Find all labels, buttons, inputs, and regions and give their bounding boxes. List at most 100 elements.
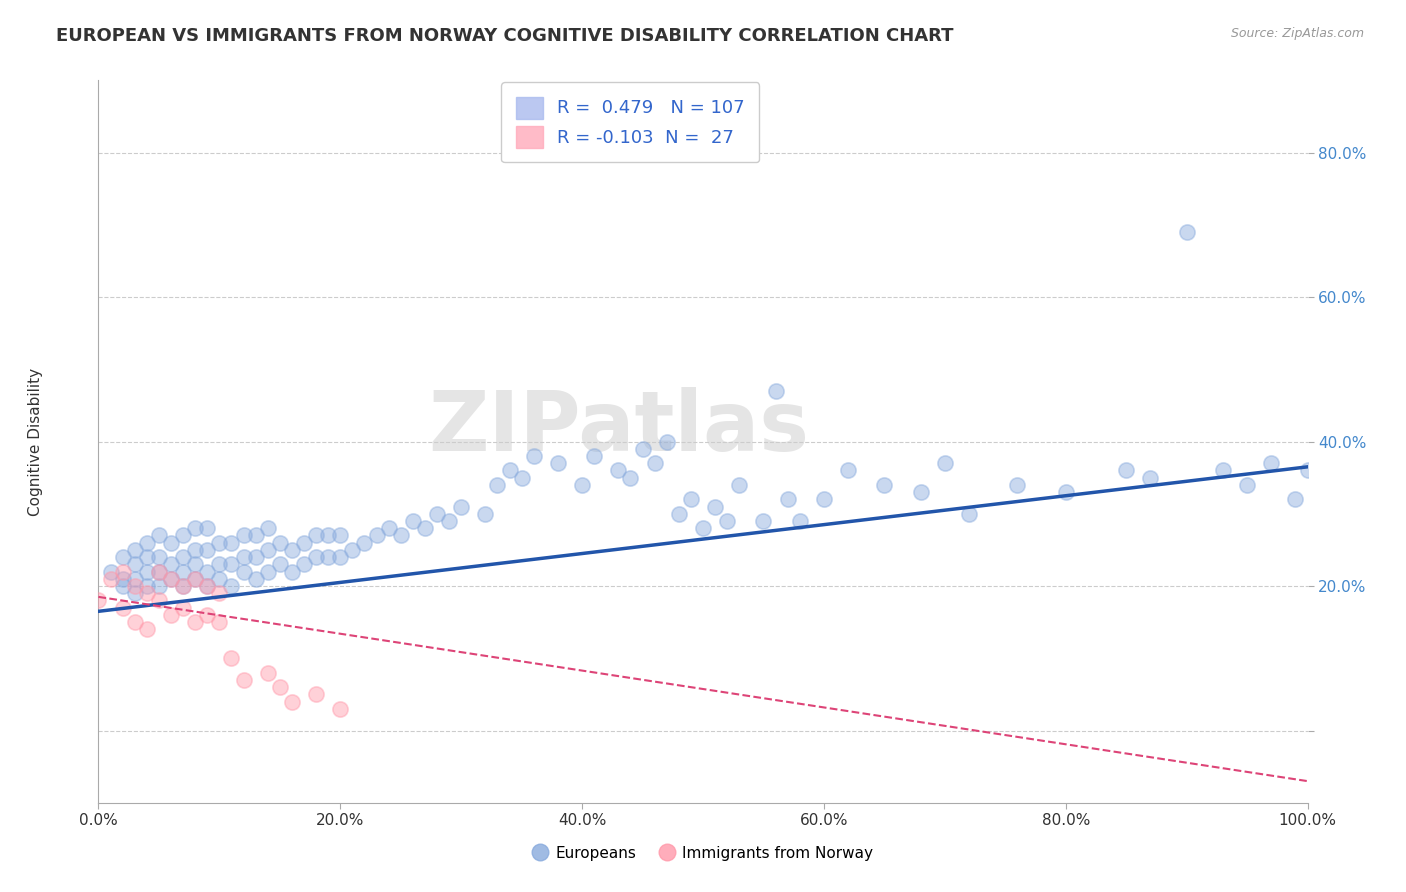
Point: [716, 514, 738, 528]
Point: [1236, 478, 1258, 492]
Point: [765, 384, 787, 398]
Point: [269, 558, 291, 572]
Point: [498, 463, 520, 477]
Point: [195, 607, 218, 622]
Point: [523, 449, 546, 463]
Point: [245, 572, 267, 586]
Point: [208, 558, 231, 572]
Point: [655, 434, 678, 449]
Point: [789, 514, 811, 528]
Point: [752, 514, 775, 528]
Point: [100, 565, 122, 579]
Point: [148, 565, 170, 579]
Point: [160, 572, 183, 586]
Point: [353, 535, 375, 549]
Point: [208, 586, 231, 600]
Point: [100, 572, 122, 586]
Point: [184, 521, 207, 535]
Point: [305, 550, 328, 565]
Text: Source: ZipAtlas.com: Source: ZipAtlas.com: [1230, 27, 1364, 40]
Point: [316, 550, 339, 565]
Point: [292, 535, 315, 549]
Point: [148, 593, 170, 607]
Point: [135, 535, 157, 549]
Point: [873, 478, 896, 492]
Point: [547, 456, 569, 470]
Point: [135, 550, 157, 565]
Point: [195, 579, 218, 593]
Point: [389, 528, 412, 542]
Point: [208, 615, 231, 630]
Point: [195, 521, 218, 535]
Point: [172, 550, 194, 565]
Point: [148, 579, 170, 593]
Text: EUROPEAN VS IMMIGRANTS FROM NORWAY COGNITIVE DISABILITY CORRELATION CHART: EUROPEAN VS IMMIGRANTS FROM NORWAY COGNI…: [56, 27, 953, 45]
Point: [256, 665, 278, 680]
Point: [1115, 463, 1137, 477]
Point: [269, 535, 291, 549]
Point: [221, 579, 243, 593]
Point: [679, 492, 702, 507]
Point: [172, 528, 194, 542]
Point: [245, 528, 267, 542]
Point: [342, 542, 364, 557]
Point: [160, 558, 183, 572]
Legend: Europeans, Immigrants from Norway: Europeans, Immigrants from Norway: [527, 840, 879, 867]
Point: [172, 579, 194, 593]
Point: [124, 542, 146, 557]
Text: ZIPatlas: ZIPatlas: [427, 386, 808, 467]
Point: [135, 586, 157, 600]
Point: [221, 535, 243, 549]
Point: [728, 478, 751, 492]
Point: [571, 478, 593, 492]
Point: [1054, 485, 1077, 500]
Point: [221, 651, 243, 665]
Point: [184, 615, 207, 630]
Point: [692, 521, 714, 535]
Point: [776, 492, 799, 507]
Point: [232, 565, 254, 579]
Point: [160, 607, 183, 622]
Point: [329, 528, 352, 542]
Point: [910, 485, 932, 500]
Point: [450, 500, 472, 514]
Point: [1175, 225, 1198, 239]
Point: [124, 558, 146, 572]
Point: [184, 542, 207, 557]
Point: [135, 565, 157, 579]
Point: [281, 542, 304, 557]
Point: [1260, 456, 1282, 470]
Point: [281, 565, 304, 579]
Point: [124, 572, 146, 586]
Point: [111, 550, 134, 565]
Point: [232, 550, 254, 565]
Point: [631, 442, 654, 456]
Point: [232, 528, 254, 542]
Point: [111, 572, 134, 586]
Point: [704, 500, 727, 514]
Point: [124, 586, 146, 600]
Point: [934, 456, 956, 470]
Point: [607, 463, 630, 477]
Point: [668, 507, 690, 521]
Point: [184, 572, 207, 586]
Point: [305, 687, 328, 701]
Point: [111, 565, 134, 579]
Point: [1007, 478, 1029, 492]
Point: [510, 471, 533, 485]
Point: [135, 623, 157, 637]
Point: [195, 565, 218, 579]
Point: [474, 507, 496, 521]
Point: [172, 600, 194, 615]
Point: [124, 579, 146, 593]
Point: [245, 550, 267, 565]
Point: [329, 550, 352, 565]
Y-axis label: Cognitive Disability: Cognitive Disability: [28, 368, 42, 516]
Point: [269, 680, 291, 694]
Point: [1212, 463, 1234, 477]
Point: [437, 514, 460, 528]
Point: [583, 449, 606, 463]
Point: [366, 528, 388, 542]
Point: [256, 565, 278, 579]
Point: [111, 600, 134, 615]
